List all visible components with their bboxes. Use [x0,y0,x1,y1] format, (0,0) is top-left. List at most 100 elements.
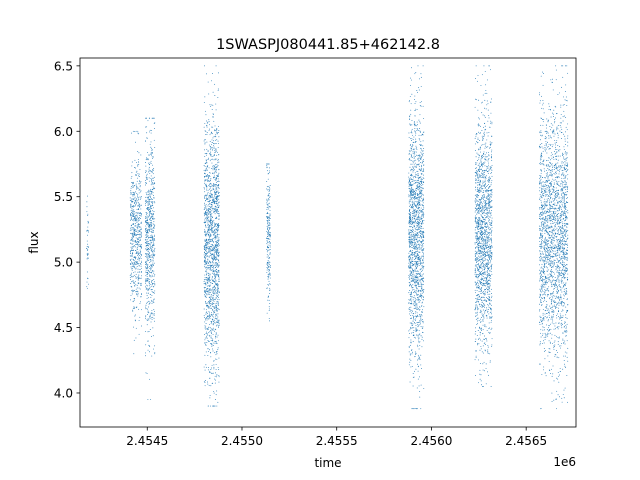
data-point-season-4 [211,294,213,296]
data-point-season-4 [210,220,212,222]
data-point-season-6 [423,174,424,176]
data-point-season-6 [416,322,418,324]
data-point-season-6 [412,273,413,275]
data-point-season-6 [421,255,423,257]
data-point-season-6 [417,322,419,324]
data-point-season-6 [421,193,423,195]
data-point-season-4 [208,93,210,95]
data-point-season-6 [421,286,423,288]
data-point-season-2 [137,254,139,255]
data-point-season-4 [210,213,211,215]
data-point-season-4 [209,224,211,226]
data-point-season-3 [144,266,146,268]
data-point-season-4 [205,221,206,223]
data-point-season-4 [209,317,211,319]
data-point-season-4 [211,216,213,218]
data-point-season-6 [412,191,414,193]
data-point-season-7 [490,255,492,256]
data-point-season-2 [137,130,139,132]
data-point-season-2 [132,280,134,282]
data-point-season-6 [417,308,419,310]
data-point-season-6 [419,260,421,262]
data-point-season-6 [419,301,421,303]
data-point-season-7 [481,74,483,76]
data-point-season-4 [211,264,213,266]
data-point-season-3 [149,303,150,304]
data-point-season-2 [131,258,133,260]
data-point-season-4 [218,187,220,189]
data-point-season-6 [411,201,413,203]
data-point-season-4 [212,169,214,171]
data-point-season-6 [412,270,414,272]
data-point-season-6 [410,327,412,329]
data-point-season-6 [411,67,412,69]
data-point-season-6 [422,277,424,279]
data-point-season-3 [145,216,147,217]
data-point-season-3 [148,164,150,166]
data-point-season-3 [147,191,149,193]
data-point-season-4 [218,172,220,174]
data-point-season-5 [269,274,271,276]
data-point-season-2 [136,187,138,189]
data-point-season-4 [216,158,218,160]
data-point-season-6 [413,204,415,206]
data-point-season-2 [136,276,138,278]
data-point-season-4 [208,210,210,212]
data-point-season-2 [131,161,133,163]
data-point-season-2 [138,161,140,163]
data-point-season-3 [150,204,151,206]
data-point-season-6 [416,164,418,166]
data-point-season-4 [213,201,215,203]
data-point-season-7 [483,254,485,256]
data-point-season-3 [148,254,150,256]
data-point-season-7 [480,310,482,312]
data-point-season-6 [414,351,416,353]
data-point-season-4 [205,364,207,366]
data-point-season-3 [149,195,151,197]
data-point-season-2 [139,213,141,215]
data-point-season-3 [147,272,149,274]
data-point-season-3 [150,321,152,323]
data-point-season-6 [417,284,419,286]
data-point-season-5 [266,237,268,239]
data-point-season-2 [138,212,140,214]
data-point-season-4 [218,321,220,323]
data-point-season-4 [210,323,212,325]
data-point-season-6 [418,243,420,245]
data-point-season-6 [418,290,420,292]
data-point-season-3 [148,168,150,170]
data-point-season-4 [208,301,209,303]
data-point-season-4 [206,290,208,292]
data-point-season-1 [87,253,89,255]
data-point-season-4 [216,133,218,135]
data-point-season-4 [211,205,213,207]
data-point-season-6 [422,194,424,196]
data-point-season-6 [417,205,419,207]
data-point-season-4 [209,187,211,189]
data-point-season-2 [133,219,135,221]
data-point-season-6 [414,320,416,321]
data-point-season-4 [204,110,206,112]
data-point-season-7 [486,156,488,157]
data-point-season-6 [420,135,422,137]
data-point-season-6 [411,181,413,183]
data-point-season-6 [420,141,422,143]
data-point-season-3 [152,335,154,337]
data-point-season-6 [421,189,423,191]
data-point-season-6 [409,329,411,331]
data-point-season-4 [211,299,213,301]
data-point-season-6 [419,144,421,145]
data-point-season-4 [213,191,215,193]
data-point-season-3 [147,232,149,234]
data-point-season-6 [416,408,418,410]
data-point-season-3 [152,157,154,159]
data-point-season-6 [413,180,415,182]
data-point-season-4 [205,185,207,187]
data-point-season-4 [212,311,214,313]
data-point-season-6 [416,247,418,249]
data-point-season-6 [420,281,422,283]
data-point-season-4 [217,89,219,91]
data-point-season-3 [153,182,155,184]
data-point-season-7 [483,133,485,135]
data-point-season-2 [135,141,136,143]
